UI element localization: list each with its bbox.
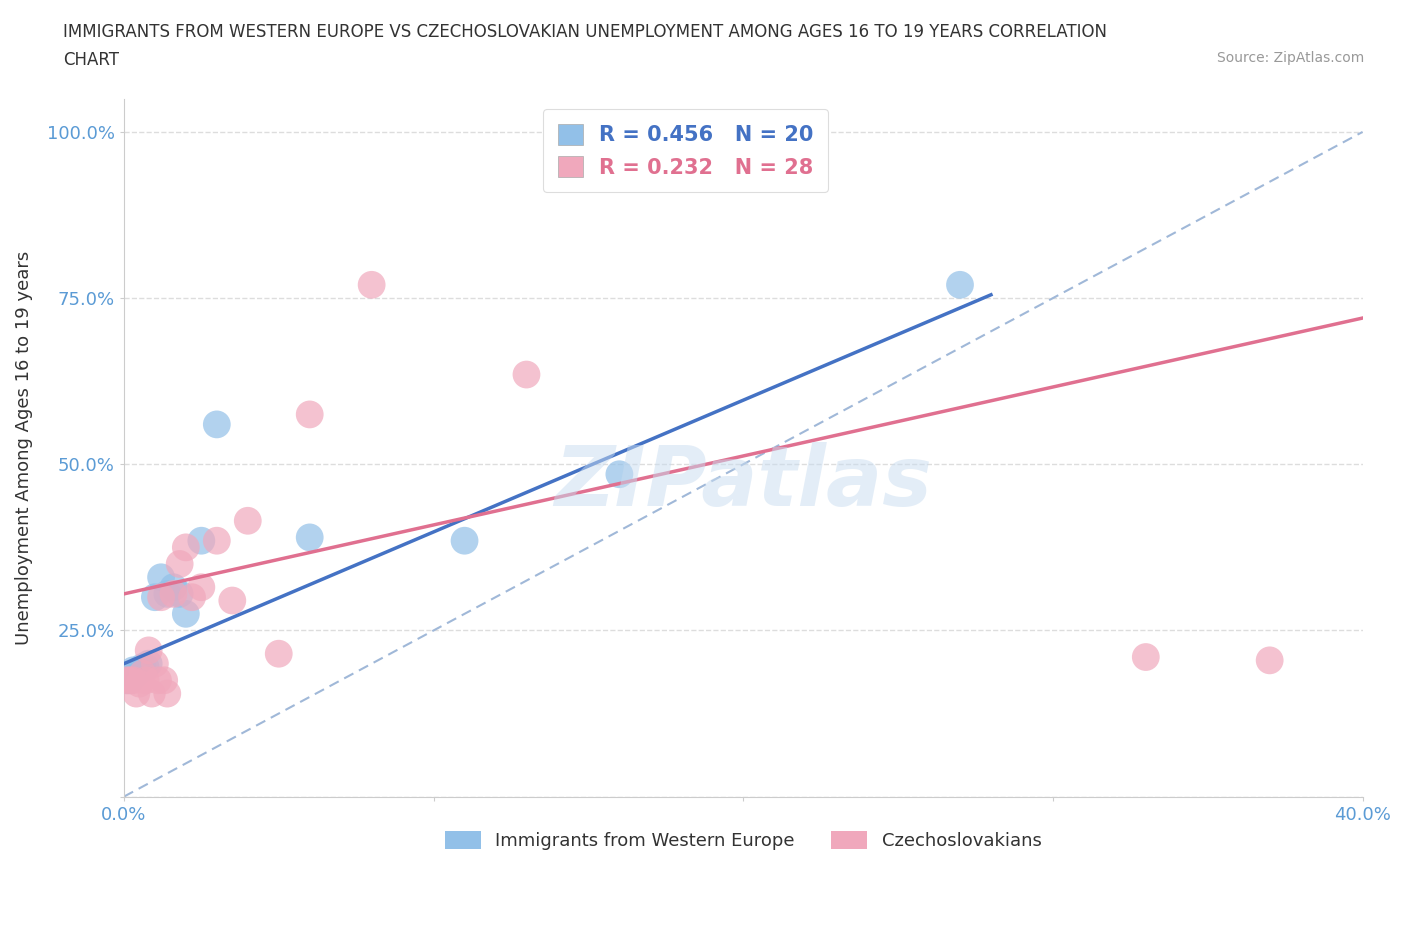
Point [128,676,150,691]
Legend: Immigrants from Western Europe, Czechoslovakians: Immigrants from Western Europe, Czechosl… [437,824,1049,857]
Point [162,579,184,594]
Point [360,277,382,292]
Text: Source: ZipAtlas.com: Source: ZipAtlas.com [1216,51,1364,65]
Point [174,540,197,555]
Point [122,673,145,688]
Point [135,659,157,674]
Y-axis label: Unemployment Among Ages 16 to 19 years: Unemployment Among Ages 16 to 19 years [15,250,32,644]
Point [138,643,160,658]
Point [115,673,138,688]
Point [169,556,191,571]
Point [190,533,212,548]
Point [131,666,153,681]
Point [156,587,179,602]
Point [609,467,631,482]
Point [162,587,184,602]
Point [181,590,204,604]
Point [120,673,142,688]
Point [125,666,148,681]
Point [153,673,176,688]
Point [236,513,259,528]
Point [174,606,197,621]
Point [453,533,475,548]
Text: IMMIGRANTS FROM WESTERN EUROPE VS CZECHOSLOVAKIAN UNEMPLOYMENT AMONG AGES 16 TO : IMMIGRANTS FROM WESTERN EUROPE VS CZECHO… [63,23,1108,41]
Point [169,587,191,602]
Point [131,659,153,674]
Point [141,686,163,701]
Point [515,367,537,382]
Point [298,530,321,545]
Point [146,673,169,688]
Text: CHART: CHART [63,51,120,69]
Point [221,593,243,608]
Point [120,673,142,688]
Point [128,663,150,678]
Text: ZIPatlas: ZIPatlas [554,442,932,523]
Point [143,657,166,671]
Point [115,673,138,688]
Point [1258,653,1281,668]
Point [143,590,166,604]
Point [205,533,228,548]
Point [1135,649,1157,664]
Point [125,686,148,701]
Point [190,579,212,594]
Point [267,646,290,661]
Point [150,590,173,604]
Point [298,407,321,422]
Point [205,417,228,432]
Point [138,657,160,671]
Point [122,663,145,678]
Point [135,673,157,688]
Point [150,570,173,585]
Point [156,686,179,701]
Point [949,277,972,292]
